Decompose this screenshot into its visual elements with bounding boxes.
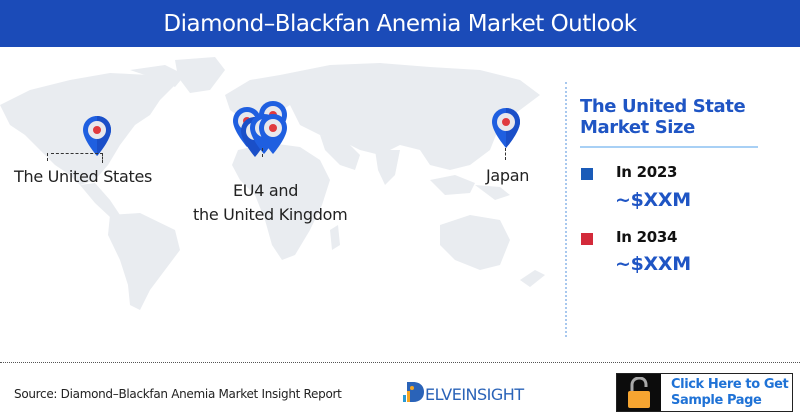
map-pin-icon[interactable] xyxy=(83,116,111,156)
title-banner: Diamond–Blackfan Anemia Market Outlook xyxy=(0,0,800,47)
connector-line xyxy=(51,153,103,163)
market-value-2023: ~$XXM xyxy=(615,189,691,211)
world-map xyxy=(0,57,545,310)
footer-divider xyxy=(0,362,800,363)
year-label-2023: In 2023 xyxy=(616,163,678,181)
page-title: Diamond–Blackfan Anemia Market Outlook xyxy=(163,10,637,37)
region-label-us: The United States xyxy=(14,167,153,186)
connector-line xyxy=(505,148,506,160)
region-label-eu4-line1: EU4 and xyxy=(233,181,299,200)
get-sample-page-button[interactable]: Click Here to Get Sample Page xyxy=(616,373,793,412)
title-line-1: The United State xyxy=(580,96,746,117)
vertical-divider xyxy=(565,82,567,337)
logo-text: ELVEINSIGHT xyxy=(425,385,524,404)
connector-line xyxy=(262,148,263,157)
market-size-title: The United State Market Size xyxy=(580,96,746,138)
title-underline xyxy=(580,146,758,148)
title-line-2: Market Size xyxy=(580,117,695,138)
map-pin-icon[interactable] xyxy=(492,108,520,148)
cta-label: Click Here to Get Sample Page xyxy=(661,374,789,411)
source-citation: Source: Diamond–Blackfan Anemia Market I… xyxy=(14,387,342,401)
logo-mark-icon xyxy=(403,382,424,402)
year-label-2034: In 2034 xyxy=(616,228,678,246)
legend-swatch-2023 xyxy=(581,168,593,180)
market-value-2034: ~$XXM xyxy=(615,253,691,275)
legend-swatch-2034 xyxy=(581,233,593,245)
map-pin-icon[interactable] xyxy=(259,114,287,154)
unlock-icon xyxy=(617,374,661,411)
connector-arrow xyxy=(47,153,48,161)
delveinsight-logo[interactable]: ELVEINSIGHT xyxy=(403,380,524,404)
cta-line-1: Click Here to Get xyxy=(671,377,789,392)
region-label-japan: Japan xyxy=(486,166,530,185)
cta-line-2: Sample Page xyxy=(671,393,762,408)
region-label-eu4-line2: the United Kingdom xyxy=(193,205,348,224)
